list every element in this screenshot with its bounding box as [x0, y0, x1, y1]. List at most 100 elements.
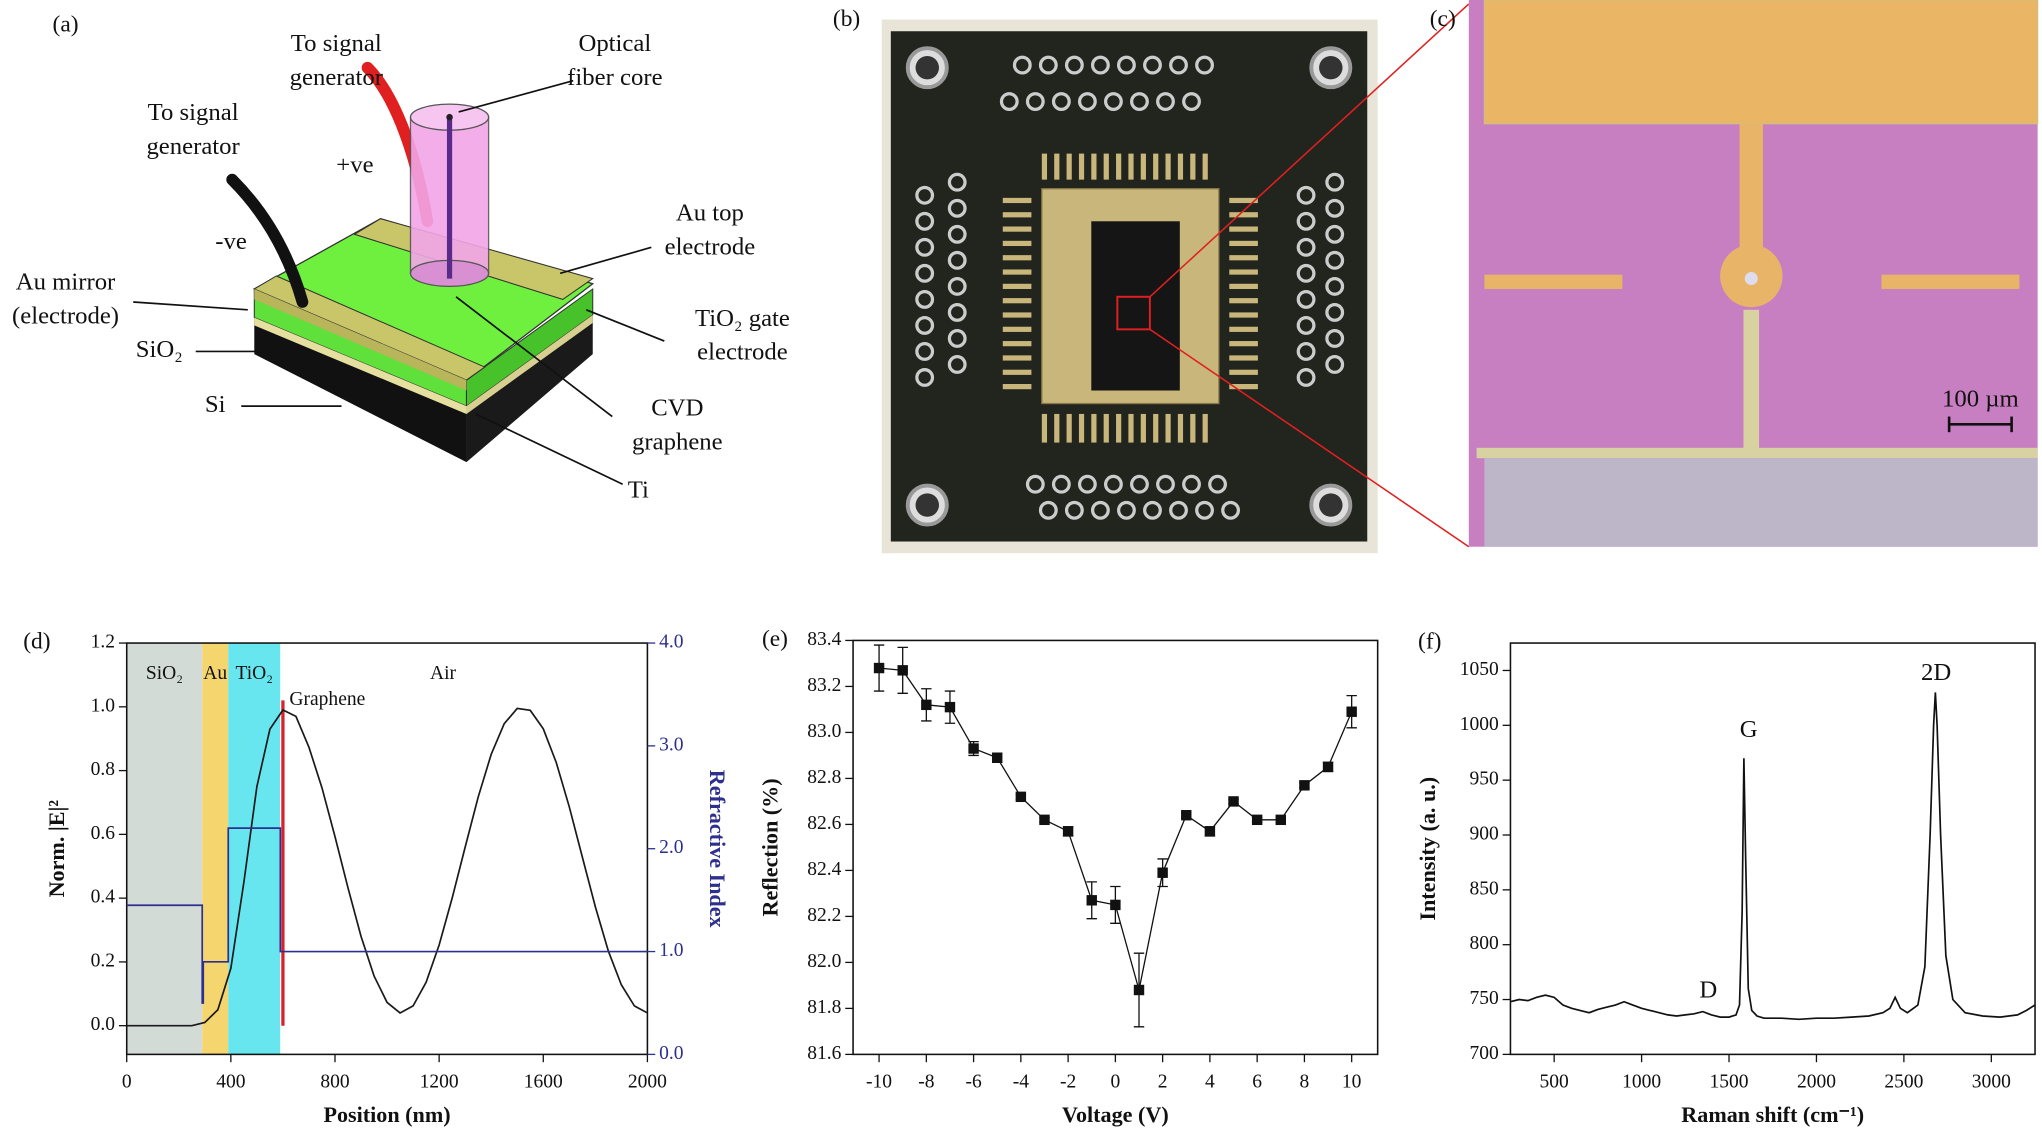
lead — [1002, 341, 1032, 347]
lead — [1091, 153, 1097, 180]
callout: -ve — [215, 228, 247, 255]
y2-tick-label: 0.0 — [659, 1043, 684, 1064]
lead — [1078, 153, 1085, 180]
panel-label: (b) — [833, 6, 860, 32]
pad — [1130, 92, 1149, 111]
y2-tick-label: 3.0 — [659, 734, 684, 755]
data-point — [1086, 895, 1097, 906]
pad — [915, 342, 935, 361]
data-point — [1204, 826, 1216, 837]
x-tick-label: 1000 — [1622, 1072, 1661, 1093]
panel-label: (c) — [1430, 6, 1456, 32]
pad — [1296, 342, 1316, 361]
lead — [1128, 413, 1134, 443]
x-tick-label: -6 — [965, 1072, 981, 1093]
fiber-core-dot — [446, 113, 453, 121]
pads — [905, 46, 1353, 527]
y-tick-label: 83.0 — [807, 721, 841, 742]
pad — [1051, 474, 1071, 494]
panel-label: (e) — [762, 626, 788, 652]
callout: To signal — [148, 99, 239, 126]
pad — [1325, 172, 1345, 192]
lead — [1002, 312, 1032, 318]
lead — [1153, 413, 1159, 443]
panel-label: (a) — [53, 11, 79, 37]
callout: Si — [205, 391, 226, 418]
pad — [1296, 263, 1316, 283]
y-tick-label: 82.0 — [807, 951, 841, 972]
pad — [1182, 92, 1201, 111]
y-tick-label: 0.6 — [91, 823, 116, 844]
x-tick-label: 0 — [122, 1072, 132, 1093]
lead — [1002, 240, 1032, 247]
pad — [1325, 355, 1345, 374]
y-tick-label: 82.6 — [807, 813, 841, 834]
y2-tick-label: 4.0 — [659, 632, 684, 653]
pad — [1090, 55, 1110, 75]
lead — [1229, 226, 1258, 232]
lead — [1165, 413, 1171, 443]
x-tick-label: 500 — [1540, 1072, 1570, 1093]
pad — [1195, 55, 1214, 75]
lead — [1140, 413, 1146, 443]
y-tick-label: 82.2 — [807, 905, 841, 926]
region-label: TiO₂ — [236, 663, 274, 684]
lead — [1229, 341, 1258, 347]
callout: fiber core — [567, 64, 662, 91]
lead — [1229, 298, 1258, 304]
data-point — [1110, 899, 1121, 911]
x-tick-label: 3000 — [1972, 1072, 2011, 1093]
data-point — [873, 662, 885, 674]
pad — [947, 198, 967, 218]
callout: electrode — [697, 339, 788, 366]
lead — [1041, 153, 1048, 180]
corner-hole-inner — [1319, 493, 1343, 517]
data-point — [992, 752, 1003, 763]
x-tick-label: 10 — [1342, 1072, 1362, 1093]
pad — [947, 329, 967, 348]
lead — [1054, 153, 1060, 180]
lead — [1229, 283, 1258, 289]
top-pad — [1483, 0, 2039, 125]
ti-layer — [254, 317, 467, 414]
lead — [1002, 384, 1032, 390]
data-point — [1133, 984, 1145, 996]
corner-hole-inner — [1319, 55, 1343, 80]
lead — [1054, 413, 1060, 443]
pad — [1325, 329, 1345, 348]
callout-lines — [133, 79, 665, 486]
x-tick-label: 2500 — [1884, 1072, 1923, 1093]
pad — [1025, 92, 1045, 111]
lead — [1165, 153, 1171, 180]
data-point — [1015, 791, 1027, 803]
x-tick-label: 8 — [1300, 1072, 1310, 1093]
pad — [1090, 500, 1110, 520]
y2-tick-label: 1.0 — [659, 940, 684, 961]
y-tick-label: 1.2 — [91, 632, 115, 653]
y-tick-label: 82.8 — [807, 767, 841, 788]
pad — [947, 172, 967, 192]
lead — [1202, 413, 1208, 443]
pad — [915, 237, 935, 257]
y2-tick-label: 2.0 — [659, 837, 684, 858]
y-axis-label: Intensity (a. u.) — [1415, 777, 1440, 921]
y-tick-label: 700 — [1469, 1043, 1499, 1064]
x-axis-label: Voltage (V) — [1062, 1102, 1169, 1127]
x-tick-label: 400 — [216, 1072, 246, 1093]
series-line — [1510, 692, 2036, 1021]
pad — [1064, 500, 1084, 520]
callout: To signal — [291, 30, 382, 57]
region-label: Air — [430, 663, 457, 684]
y-axis-label: Norm. |E|² — [44, 800, 69, 898]
callout: (electrode) — [12, 302, 119, 329]
panel-label: (d) — [23, 628, 50, 654]
peak-label: G — [1740, 716, 1758, 743]
series-line — [126, 707, 648, 1027]
pad — [1296, 211, 1316, 231]
callout: CVD — [651, 395, 703, 422]
x-axis-label: Position (nm) — [323, 1102, 450, 1127]
y-tick-label: 81.6 — [807, 1043, 841, 1064]
callout: Au mirror — [16, 268, 116, 295]
pad — [1117, 500, 1136, 520]
pad — [915, 211, 935, 231]
